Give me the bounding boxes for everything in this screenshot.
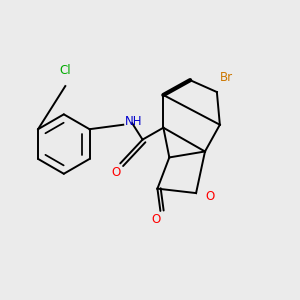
Text: O: O xyxy=(111,166,120,179)
Text: Br: Br xyxy=(220,71,233,84)
Text: O: O xyxy=(151,213,160,226)
Text: NH: NH xyxy=(125,115,142,128)
Text: Cl: Cl xyxy=(59,64,71,77)
Text: O: O xyxy=(205,190,214,202)
